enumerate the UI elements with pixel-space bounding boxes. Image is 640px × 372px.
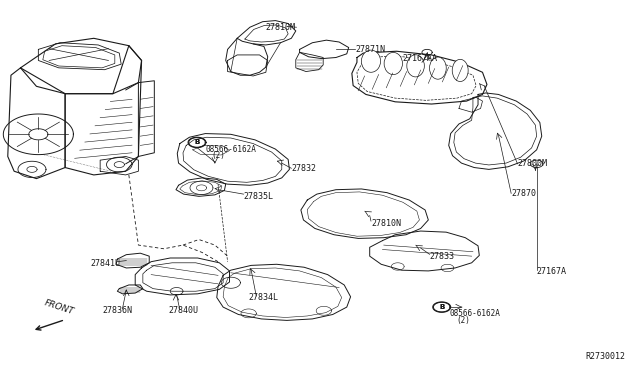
Text: 27833: 27833 — [429, 251, 454, 261]
Text: R2730012: R2730012 — [586, 352, 626, 361]
Text: FRONT: FRONT — [43, 298, 75, 316]
Text: 27832: 27832 — [291, 164, 316, 173]
Text: 27810N: 27810N — [371, 219, 401, 228]
Ellipse shape — [362, 50, 381, 72]
Text: 27840U: 27840U — [168, 306, 198, 315]
Text: 27810M: 27810M — [266, 23, 296, 32]
Text: 27836N: 27836N — [102, 306, 132, 315]
Text: 27800M: 27800M — [518, 159, 548, 169]
Ellipse shape — [452, 60, 468, 81]
Text: 27870: 27870 — [511, 189, 536, 198]
Text: (2): (2) — [212, 151, 225, 160]
Text: 27841U: 27841U — [91, 259, 120, 268]
Text: 27835L: 27835L — [244, 192, 273, 201]
Text: 27871N: 27871N — [355, 45, 385, 54]
Text: 08566-6162A: 08566-6162A — [205, 145, 256, 154]
Text: 08566-6162A: 08566-6162A — [450, 309, 501, 318]
Text: 27167A: 27167A — [537, 267, 566, 276]
Text: B: B — [195, 139, 200, 145]
Text: B: B — [439, 304, 444, 310]
Ellipse shape — [429, 57, 446, 79]
Text: B: B — [195, 139, 200, 145]
Ellipse shape — [384, 52, 403, 75]
Ellipse shape — [407, 55, 424, 77]
Text: 27167AA: 27167AA — [403, 54, 438, 63]
Text: B: B — [439, 304, 444, 310]
Text: 27834L: 27834L — [248, 293, 278, 302]
Text: (2): (2) — [456, 315, 470, 324]
